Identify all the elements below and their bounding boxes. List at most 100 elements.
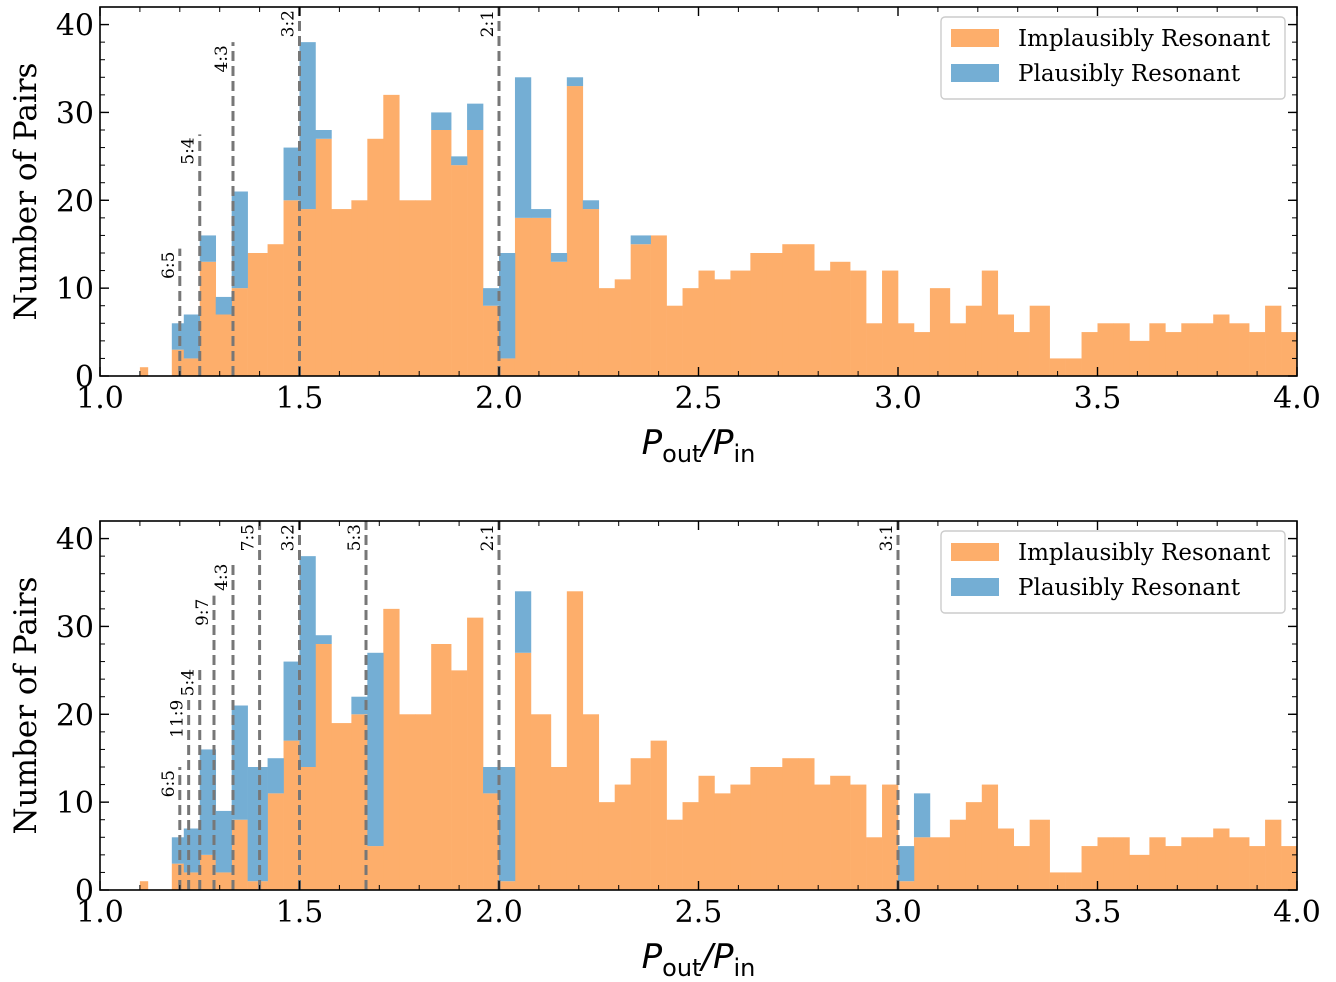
bar-implausible xyxy=(650,235,667,376)
y-axis-label: Number of Pairs xyxy=(8,577,44,835)
bar-implausible xyxy=(714,279,731,376)
bars xyxy=(139,42,1297,376)
legend: Implausibly Resonant Plausibly Resonant xyxy=(940,16,1286,100)
bar-implausible xyxy=(1129,854,1150,890)
bar-implausible xyxy=(782,758,799,890)
bar-implausible xyxy=(1297,864,1313,890)
x-axis-label: Pout/Pin xyxy=(642,937,756,977)
bar-implausible xyxy=(730,270,751,376)
bar-implausible xyxy=(1149,323,1166,376)
bar-implausible xyxy=(1249,846,1266,890)
x-tick-label: 2.0 xyxy=(475,895,523,930)
bar-implausible xyxy=(1229,837,1250,890)
bar-implausible xyxy=(483,793,500,890)
bar-plausible xyxy=(171,837,185,864)
bar-implausible xyxy=(1081,332,1098,376)
bar-implausible xyxy=(1213,828,1230,890)
bars xyxy=(139,556,1313,890)
bar-implausible xyxy=(431,644,452,890)
resonance-label: 6:5 xyxy=(159,770,179,797)
bar-implausible xyxy=(898,323,915,376)
legend-label: Implausibly Resonant xyxy=(1018,26,1271,52)
bar-implausible xyxy=(730,784,751,890)
bar-implausible xyxy=(383,608,400,890)
bar-implausible xyxy=(614,784,631,890)
bar-implausible xyxy=(550,261,568,376)
bar-implausible xyxy=(566,86,584,376)
resonance-label: 5:4 xyxy=(179,137,199,164)
bar-implausible xyxy=(367,846,384,890)
bar-implausible xyxy=(866,837,883,890)
x-tick-label: 2.5 xyxy=(675,381,723,416)
bar-implausible xyxy=(1181,323,1198,376)
bar-implausible xyxy=(614,279,631,376)
bar-implausible xyxy=(215,872,232,890)
x-axis-label-slash: / xyxy=(698,937,716,977)
bar-implausible xyxy=(1113,837,1130,890)
bar-implausible xyxy=(798,758,815,890)
resonance-label: 6:5 xyxy=(159,252,179,279)
y-tick-label: 0 xyxy=(75,874,94,909)
y-axis-label: Number of Pairs xyxy=(8,63,44,321)
bar-implausible xyxy=(929,837,951,890)
bar-implausible xyxy=(1181,837,1198,890)
bar-plausible xyxy=(183,314,201,359)
resonance-label: 11:9 xyxy=(168,700,188,738)
legend-swatch xyxy=(951,29,999,47)
bar-implausible xyxy=(299,767,316,890)
bar-implausible xyxy=(814,270,831,376)
bar-implausible xyxy=(530,714,552,890)
y-tick-label: 30 xyxy=(56,610,94,645)
x-tick-label: 4.0 xyxy=(1273,381,1321,416)
bar-plausible xyxy=(183,828,201,873)
bar-implausible xyxy=(231,288,248,376)
bar-implausible xyxy=(1249,332,1266,376)
legend-label: Plausibly Resonant xyxy=(1018,575,1241,601)
legend-swatch xyxy=(951,64,999,82)
bar-plausible xyxy=(315,635,332,644)
x-axis-label-sub-out: out xyxy=(662,440,701,468)
bar-plausible xyxy=(898,846,915,882)
bar-implausible xyxy=(231,819,248,890)
bar-implausible xyxy=(283,200,300,376)
bar-implausible xyxy=(750,253,767,376)
bar-implausible xyxy=(1113,323,1130,376)
x-axis-label-p: P xyxy=(713,423,734,463)
bar-implausible xyxy=(183,358,201,376)
bar-implausible xyxy=(1265,305,1282,376)
x-tick-label: 3.0 xyxy=(874,381,922,416)
bar-plausible xyxy=(451,156,468,166)
x-tick-label: 3.5 xyxy=(1074,381,1122,416)
bar-plausible xyxy=(483,288,500,306)
bar-plausible xyxy=(231,705,248,820)
bar-implausible xyxy=(582,209,600,376)
bar-plausible xyxy=(199,749,217,855)
bar-implausible xyxy=(698,775,715,890)
bar-implausible xyxy=(530,217,552,376)
bar-implausible xyxy=(598,288,616,376)
legend-label: Plausibly Resonant xyxy=(1018,61,1241,87)
bar-implausible xyxy=(566,591,584,890)
bar-plausible xyxy=(913,793,931,838)
bar-implausible xyxy=(766,767,783,890)
bar-implausible xyxy=(798,244,815,376)
bar-implausible xyxy=(949,819,967,890)
bar-implausible xyxy=(283,740,300,890)
bar-implausible xyxy=(171,863,185,890)
bar-implausible xyxy=(949,323,967,376)
legend-label: Implausibly Resonant xyxy=(1018,540,1271,566)
resonance-label: 2:1 xyxy=(478,10,498,37)
x-axis-label-sub-out: out xyxy=(662,954,701,977)
bar-implausible xyxy=(1265,819,1282,890)
bar-implausible xyxy=(750,767,767,890)
resonance-label: 3:2 xyxy=(279,524,299,551)
bar-implausible xyxy=(467,617,484,890)
bar-implausible xyxy=(714,793,731,890)
resonance-label: 3:1 xyxy=(877,524,897,551)
y-tick-label: 10 xyxy=(56,272,94,307)
x-axis-label-sub-in: in xyxy=(733,954,755,977)
bar-implausible xyxy=(267,793,284,890)
bar-implausible xyxy=(965,802,983,890)
x-axis-label-sub-in: in xyxy=(733,440,755,468)
